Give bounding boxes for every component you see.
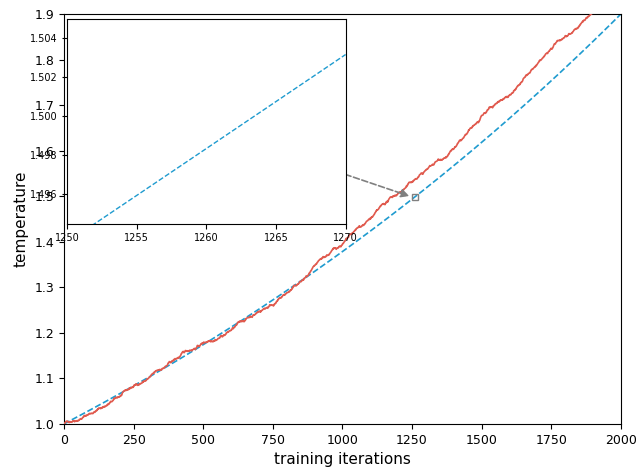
Y-axis label: temperature: temperature [14,171,29,267]
Exponential temperature [109,394,117,400]
Evolutionary temperature [395,190,403,196]
Legend: Exponential temperature, Evolutionary temperature: Exponential temperature, Evolutionary te… [70,20,276,63]
Evolutionary temperature [109,397,117,403]
Evolutionary temperature [518,79,526,84]
Evolutionary temperature [90,409,98,415]
Exponential temperature [73,414,81,420]
Exponential temperature [395,207,403,212]
Exponential temperature [617,11,625,17]
Bar [412,194,417,200]
Line: Evolutionary temperature: Evolutionary temperature [64,0,621,424]
Exponential temperature [90,405,98,411]
Line: Exponential temperature: Exponential temperature [64,14,621,424]
Evolutionary temperature [73,418,81,424]
Evolutionary temperature [60,421,68,427]
X-axis label: training iterations: training iterations [274,452,411,467]
Evolutionary temperature [267,302,275,308]
Exponential temperature [518,104,526,110]
Exponential temperature [60,421,68,427]
Exponential temperature [267,299,275,304]
